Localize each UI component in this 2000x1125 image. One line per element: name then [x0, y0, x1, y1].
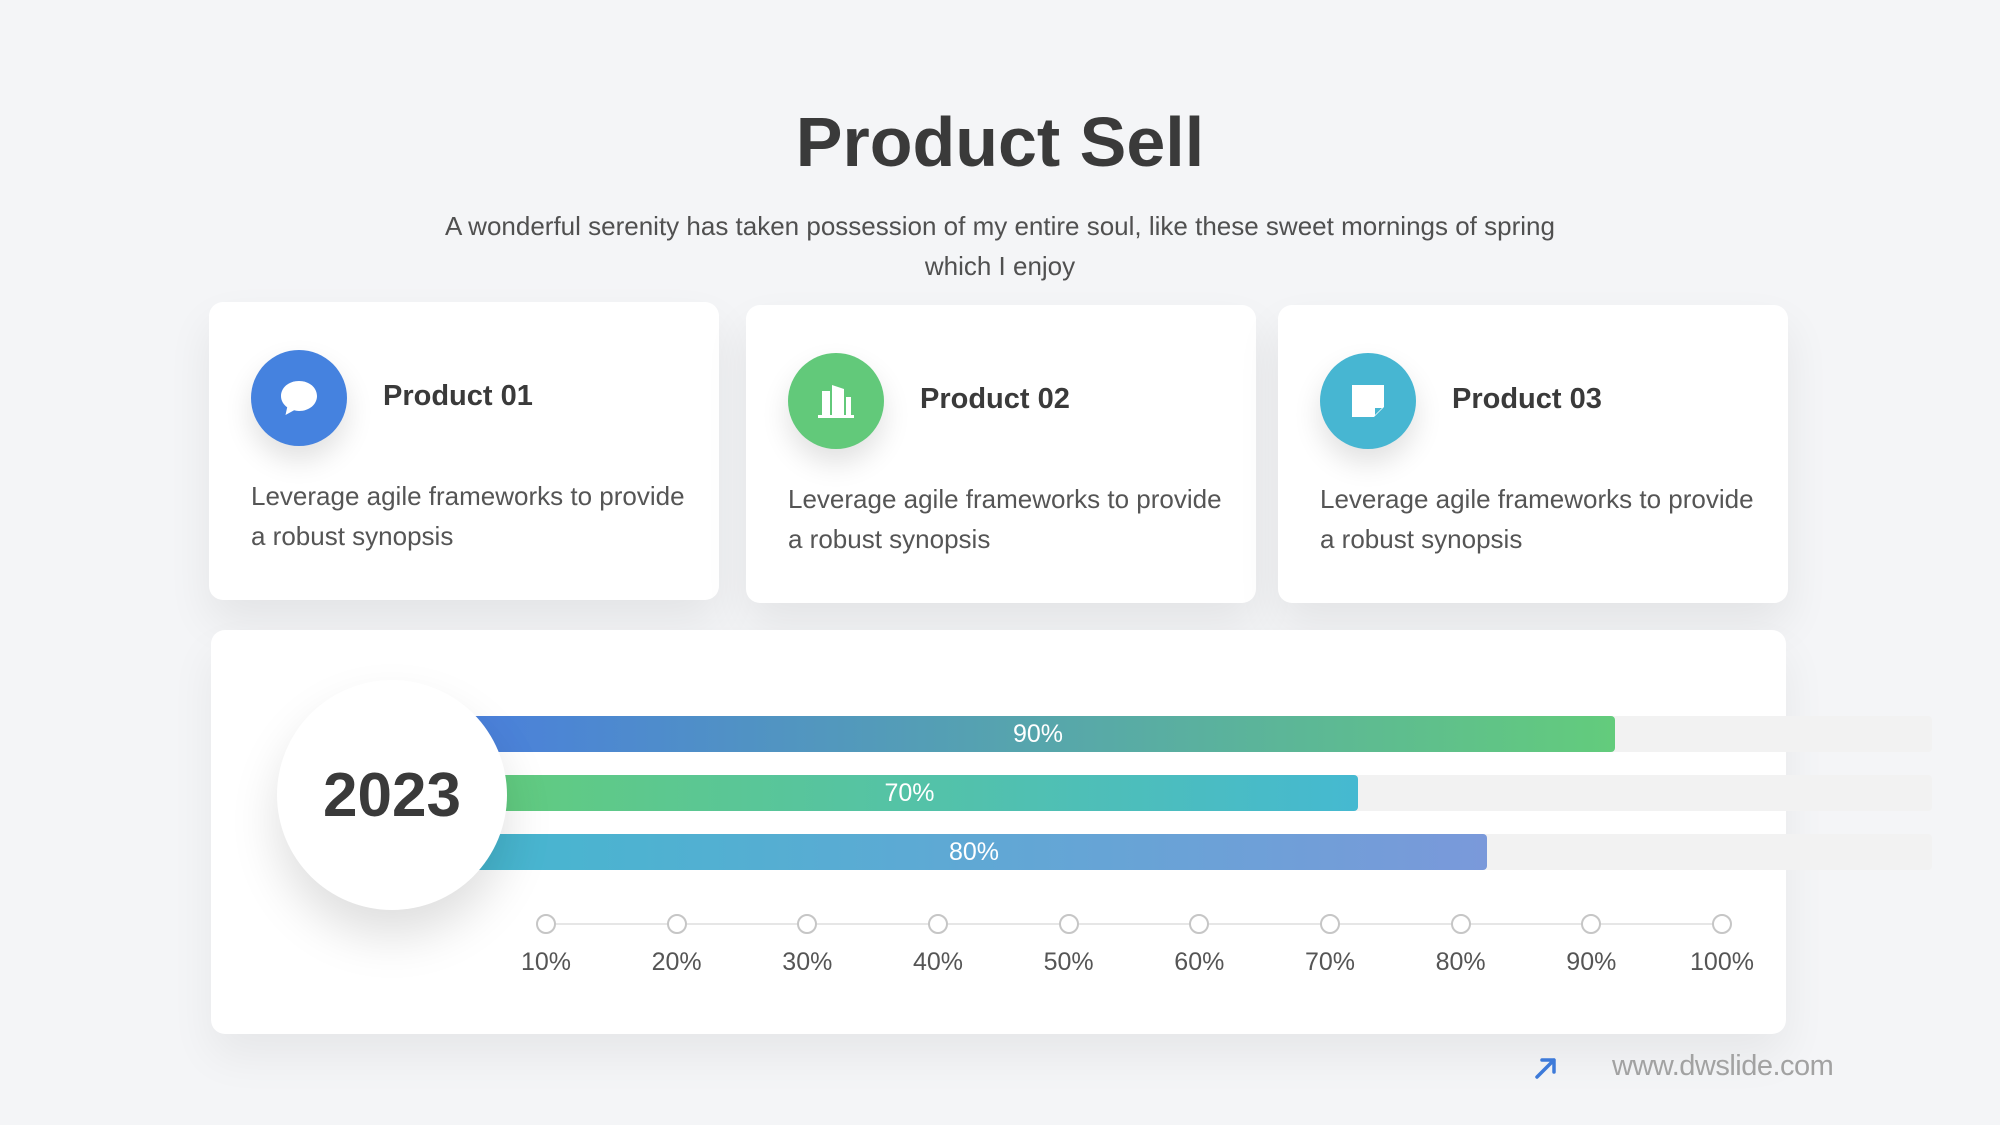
- tick-marker: [797, 914, 818, 934]
- buildings-icon: [788, 353, 884, 449]
- product-title: Product 01: [383, 380, 533, 412]
- tick-marker: [1581, 914, 1602, 934]
- bar-product-02: 70%: [461, 775, 1358, 811]
- tick-label: 20%: [651, 948, 702, 976]
- product-description: Leverage agile frameworks to provide a r…: [251, 481, 685, 551]
- chat-bubble-icon: [251, 350, 347, 446]
- tick-marker: [1450, 914, 1471, 934]
- bar-chart: 2023 90% 70% 80% 10% 20% 30% 40% 50% 60% 70% 80…: [211, 630, 1932, 1034]
- bar-product-03: 80%: [461, 834, 1487, 870]
- page-subtitle: A wonderful serenity has taken possessio…: [445, 211, 1555, 281]
- bar-label: 70%: [884, 778, 935, 807]
- page-title: Product Sell: [795, 103, 1205, 181]
- product-description: Leverage agile frameworks to provide a r…: [1320, 484, 1754, 554]
- product-description: Leverage agile frameworks to provide a r…: [788, 484, 1222, 554]
- tick-label: 30%: [782, 948, 833, 976]
- tick-marker: [666, 914, 687, 934]
- tick-label: 90%: [1566, 948, 1617, 976]
- product-card-02: Product 02 Leverage agile frameworks to …: [746, 305, 1256, 603]
- tick-label: 10%: [520, 948, 572, 976]
- tick-marker: [536, 914, 556, 934]
- bar-label: 80%: [948, 837, 1000, 866]
- tick-marker: [1058, 914, 1079, 934]
- product-title: Product 02: [920, 383, 1070, 415]
- tick-marker: [1189, 914, 1210, 934]
- tick-label: 70%: [1304, 948, 1356, 976]
- chart-year-badge: 2023: [277, 680, 507, 910]
- product-card-01: Product 01 Leverage agile frameworks to …: [209, 302, 719, 600]
- bar-label: 90%: [1012, 719, 1064, 748]
- tick-label: 50%: [1043, 948, 1094, 976]
- product-title: Product 03: [1452, 383, 1602, 415]
- tick-marker: [1320, 914, 1340, 934]
- tick-label: 100%: [1690, 948, 1754, 976]
- product-card-03: Product 03 Leverage agile frameworks to …: [1278, 305, 1788, 603]
- tick-label: 60%: [1174, 948, 1225, 976]
- tick-marker: [928, 914, 948, 934]
- bar-track: 80%: [461, 834, 1932, 870]
- arrow-up-right-icon: [1535, 1058, 1556, 1079]
- x-axis-line: [546, 923, 1722, 925]
- bar-track: 70%: [461, 775, 1932, 811]
- tick-label: 80%: [1435, 948, 1486, 976]
- tick-label: 40%: [912, 948, 964, 976]
- bar-track: 90%: [461, 716, 1932, 752]
- footer-url[interactable]: www.dwslide.com: [1612, 1050, 1834, 1082]
- bar-product-01: 90%: [461, 716, 1615, 752]
- tick-marker: [1712, 914, 1732, 934]
- note-icon: [1320, 353, 1416, 449]
